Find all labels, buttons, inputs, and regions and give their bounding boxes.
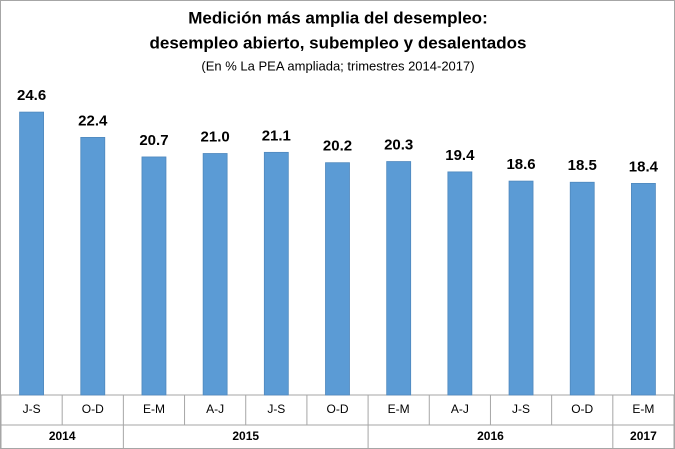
value-label: 18.4 bbox=[629, 158, 659, 175]
group-label: 2016 bbox=[477, 429, 504, 443]
value-label: 21.0 bbox=[201, 128, 230, 145]
value-label: 18.6 bbox=[506, 156, 535, 173]
value-label: 24.6 bbox=[17, 87, 46, 104]
bar bbox=[631, 182, 656, 396]
x-tick-label: O-D bbox=[327, 402, 349, 416]
x-tick-label: E-M bbox=[143, 402, 165, 416]
chart-title: desempleo abierto, subempleo y desalenta… bbox=[150, 33, 527, 52]
x-tick-label: E-M bbox=[388, 402, 410, 416]
bar bbox=[19, 111, 44, 396]
x-tick-label: O-D bbox=[82, 402, 104, 416]
bar bbox=[263, 151, 289, 396]
bar bbox=[202, 153, 228, 396]
x-tick-label: A-J bbox=[206, 402, 224, 416]
chart-title: Medición más amplia del desempleo: bbox=[188, 8, 487, 27]
value-label: 20.3 bbox=[384, 137, 413, 154]
x-tick-label: O-D bbox=[571, 402, 593, 416]
value-label: 21.1 bbox=[262, 127, 291, 144]
x-tick-label: J-S bbox=[512, 402, 530, 416]
group-label: 2015 bbox=[232, 429, 259, 443]
group-label: 2014 bbox=[49, 429, 76, 443]
bar bbox=[325, 162, 350, 396]
bar bbox=[80, 136, 106, 396]
value-label: 22.4 bbox=[78, 112, 108, 129]
bar bbox=[569, 181, 595, 396]
x-tick-label: J-S bbox=[267, 402, 285, 416]
group-label: 2017 bbox=[630, 429, 657, 443]
value-label: 20.2 bbox=[323, 138, 352, 155]
value-label: 18.5 bbox=[568, 157, 597, 174]
chart-subtitle: (En % La PEA ampliada; trimestres 2014-2… bbox=[201, 58, 474, 73]
bar bbox=[386, 161, 412, 396]
x-tick-label: J-S bbox=[23, 402, 41, 416]
x-tick-label: E-M bbox=[632, 402, 654, 416]
bar bbox=[447, 171, 473, 396]
bar bbox=[508, 180, 534, 396]
x-tick-label: A-J bbox=[451, 402, 469, 416]
bar bbox=[141, 156, 167, 396]
value-label: 20.7 bbox=[139, 132, 168, 149]
value-label: 19.4 bbox=[445, 147, 475, 164]
